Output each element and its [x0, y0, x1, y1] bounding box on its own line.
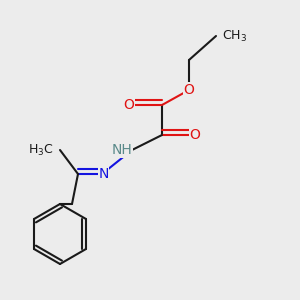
Text: H$_3$C: H$_3$C	[28, 142, 54, 158]
Text: O: O	[190, 128, 200, 142]
Text: CH$_3$: CH$_3$	[222, 28, 247, 44]
Text: N: N	[98, 167, 109, 181]
Text: NH: NH	[111, 143, 132, 157]
Text: O: O	[184, 83, 194, 97]
Text: O: O	[124, 98, 134, 112]
